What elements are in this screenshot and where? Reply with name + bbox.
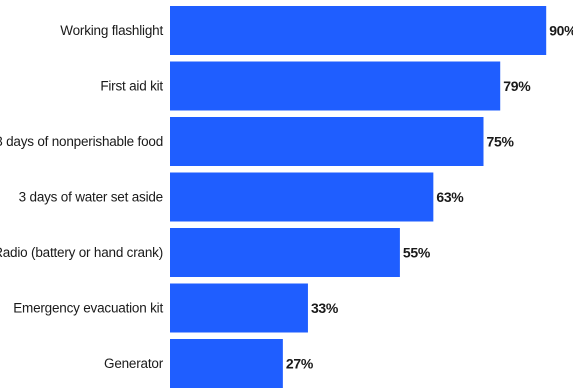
category-label: Radio (battery or hand crank)	[0, 245, 163, 260]
category-labels: Working flashlight First aid kit 3 days of…	[0, 23, 164, 371]
bar	[170, 61, 501, 111]
value-label: 55%	[403, 245, 431, 261]
bar	[170, 283, 308, 333]
bar	[170, 228, 400, 277]
value-label: 27%	[286, 356, 314, 372]
category-label: Emergency evacuation kit	[13, 301, 163, 316]
category-label: First aid kit	[100, 79, 163, 94]
category-label: Generator	[104, 356, 164, 371]
category-label: 3 days of water set aside	[19, 190, 163, 205]
value-label: 90%	[549, 23, 573, 39]
value-label: 79%	[503, 78, 531, 94]
value-label: 63%	[436, 189, 464, 205]
bars	[170, 6, 547, 388]
bar	[170, 339, 283, 388]
category-label: 3 days of nonperishable food	[0, 134, 163, 149]
bar	[170, 117, 484, 166]
bar	[170, 6, 547, 55]
value-label: 75%	[487, 134, 515, 150]
category-label: Working flashlight	[60, 23, 163, 38]
value-labels: 90% 79% 75% 63% 55% 33% 27%	[286, 23, 573, 372]
value-label: 33%	[311, 300, 339, 316]
bar	[170, 172, 434, 222]
